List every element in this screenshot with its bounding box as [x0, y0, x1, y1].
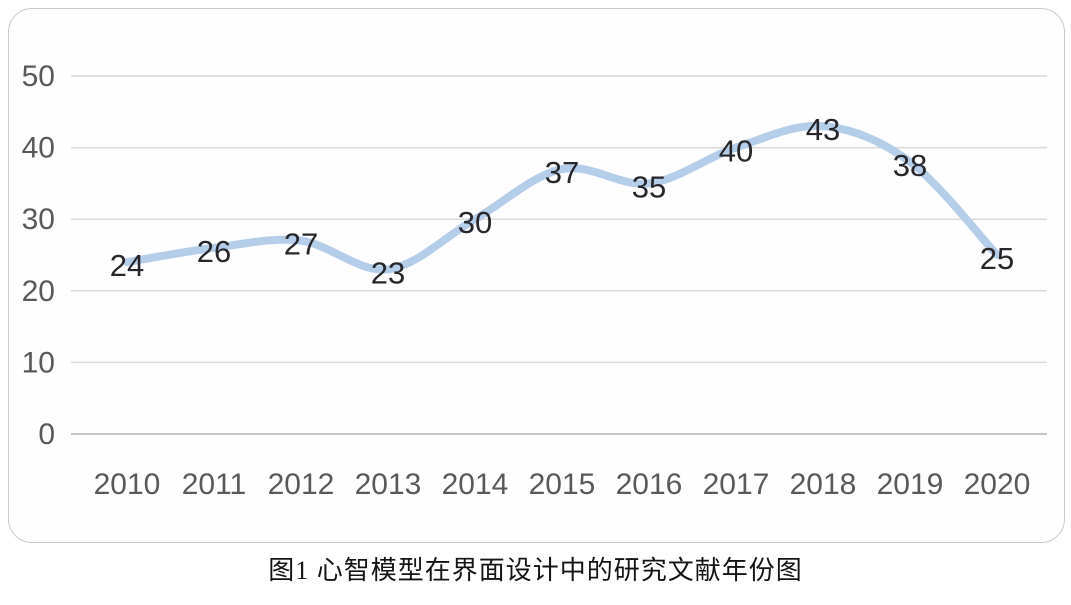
- data-point-label: 30: [458, 205, 492, 240]
- data-point-label: 43: [806, 112, 840, 147]
- x-axis-tick-label: 2010: [94, 468, 161, 501]
- data-point-label: 26: [197, 234, 231, 269]
- x-axis-tick-label: 2018: [790, 468, 857, 501]
- data-point-label: 23: [371, 255, 405, 290]
- series-line: [123, 121, 1001, 274]
- data-point-label: 25: [980, 241, 1014, 276]
- x-axis-tick-label: 2011: [182, 468, 247, 501]
- x-axis-tick-label: 2020: [964, 468, 1031, 501]
- y-axis-tick-label: 0: [38, 418, 55, 451]
- data-point-label: 27: [284, 227, 318, 262]
- y-axis-tick-label: 30: [22, 203, 55, 236]
- line-chart-svg: 0 10 20 30 40 50 2010 2011 2012 2013 2014 2015 2016 2…: [22, 60, 1047, 501]
- x-axis-tick-label: 2017: [703, 468, 770, 501]
- x-axis-tick-label: 2014: [442, 468, 509, 501]
- x-axis-tick-label: 2016: [616, 468, 683, 501]
- figure-caption: 图1 心智模型在界面设计中的研究文献年份图: [268, 556, 803, 585]
- data-point-label: 38: [893, 148, 927, 183]
- x-axis-tick-label: 2013: [355, 468, 422, 501]
- data-point-label: 37: [545, 155, 579, 190]
- y-axis-tick-label: 40: [22, 132, 55, 165]
- data-point-label: 35: [632, 169, 666, 204]
- y-axis-tick-label: 50: [22, 60, 55, 93]
- data-point-label: 24: [110, 248, 144, 283]
- x-axis-tick-label: 2019: [877, 468, 944, 501]
- x-axis-tick-label: 2015: [529, 468, 596, 501]
- y-axis-tick-label: 20: [22, 275, 55, 308]
- y-axis-tick-label: 10: [22, 346, 55, 379]
- data-point-label: 40: [719, 134, 753, 169]
- x-axis-tick-label: 2012: [268, 468, 335, 501]
- chart-panel: 0 10 20 30 40 50 2010 2011 2012 2013 2014 2015 2016 2…: [8, 8, 1065, 543]
